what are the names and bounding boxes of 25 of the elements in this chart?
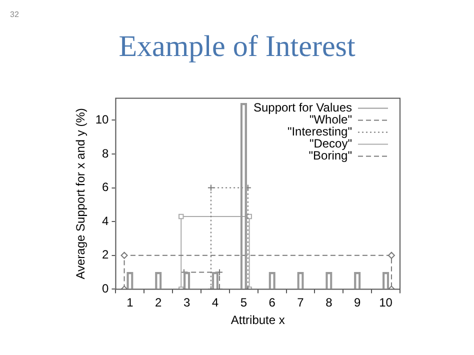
chart-title: Example of Interest — [118, 30, 356, 64]
legend-label: "Interesting" — [287, 124, 352, 139]
y-tick-label: 2 — [102, 248, 110, 262]
y-tick-label: 0 — [102, 282, 110, 296]
legend-label: "Decoy" — [309, 136, 352, 151]
x-tick-label: 8 — [326, 296, 333, 310]
y-tick-label: 4 — [102, 214, 110, 228]
x-tick-label: 6 — [268, 296, 276, 310]
text: 32 — [10, 10, 19, 19]
legend-label: "Whole" — [309, 112, 352, 127]
x-tick-label: 7 — [297, 296, 304, 310]
y-axis-title: Average Support for x and y (%) — [74, 108, 88, 280]
legend-label: Support for Values — [253, 100, 352, 115]
x-tick-label: 10 — [379, 296, 393, 310]
x-tick-label: 3 — [183, 296, 190, 310]
x-tick-label: 2 — [155, 296, 162, 310]
y-tick-label: 10 — [95, 112, 110, 126]
legend-label: "Boring" — [308, 148, 352, 163]
x-axis-title: Attribute x — [230, 313, 285, 328]
x-tick-label: 1 — [126, 296, 134, 310]
x-tick-label: 5 — [240, 296, 248, 310]
x-tick-label: 9 — [354, 296, 362, 310]
x-tick-label: 4 — [212, 296, 219, 310]
y-tick-label: 6 — [102, 180, 110, 194]
y-tick-label: 8 — [102, 146, 110, 160]
